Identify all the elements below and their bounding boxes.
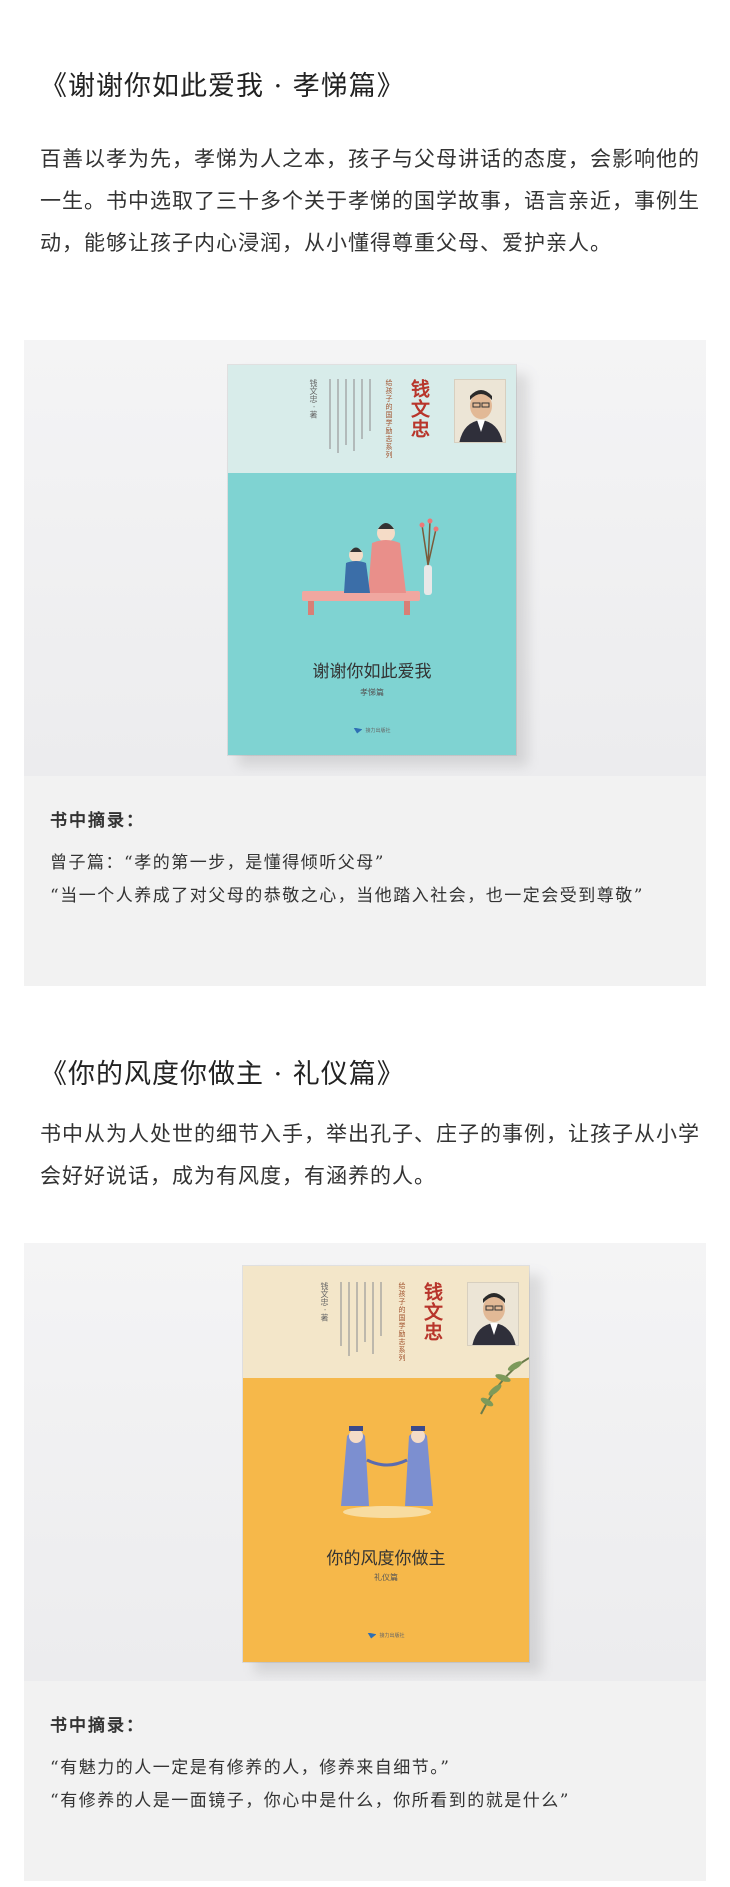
- section-1-title: 《谢谢你如此爱我 · 孝悌篇》: [40, 71, 405, 102]
- book-photo-1: 钱文忠 给孩子的国学励志系列 钱文忠 · 著: [24, 340, 706, 776]
- section-2-title: 《你的风度你做主 · 礼仪篇》: [40, 1059, 405, 1090]
- publisher-logo-icon: [367, 1632, 377, 1639]
- book-author-note: 钱文忠 · 著: [309, 379, 318, 419]
- book-author-name: 钱文忠: [408, 379, 430, 439]
- excerpt-line: “有修养的人是一面镜子，你心中是什么，你所看到的就是什么”: [50, 1791, 570, 1811]
- book-subtitle: 孝悌篇: [360, 688, 384, 697]
- excerpt-heading: 书中摘录：: [50, 811, 145, 831]
- book-publisher: 接力出版社: [228, 727, 516, 734]
- excerpt-line: “当一个人养成了对父母的恭敬之心，当他踏入社会，也一定会受到尊敬”: [50, 886, 644, 906]
- book-blurb-decoration: [324, 379, 374, 459]
- publisher-logo-icon: [353, 727, 363, 734]
- book-illustration: [341, 1426, 433, 1518]
- book-title: 你的风度你做主: [326, 1549, 446, 1569]
- book-blurb-decoration: [335, 1282, 387, 1362]
- book-branch-decoration: [480, 1357, 529, 1415]
- book-cover-2: 钱文忠 给孩子的国学励志系列 钱文忠 · 著: [242, 1265, 530, 1663]
- excerpt-line: 曾子篇：“孝的第一步，是懂得倾听父母”: [50, 853, 385, 873]
- book-illustration: [302, 518, 439, 615]
- book-photo-2: 钱文忠 给孩子的国学励志系列 钱文忠 · 著: [24, 1243, 706, 1681]
- author-portrait: [454, 379, 506, 443]
- book-author-note: 钱文忠 · 著: [320, 1282, 329, 1322]
- book-subtitle: 礼仪篇: [374, 1573, 398, 1582]
- book-publisher: 接力出版社: [243, 1632, 529, 1639]
- excerpt-box-1: 书中摘录： 曾子篇：“孝的第一步，是懂得倾听父母” “当一个人养成了对父母的恭敬…: [24, 776, 706, 986]
- book-series: 给孩子的国学励志系列: [398, 1282, 406, 1362]
- excerpt-line: “有魅力的人一定是有修养的人，修养来自细节。”: [50, 1758, 451, 1778]
- section-1-description: 百善以孝为先，孝悌为人之本，孩子与父母讲话的态度，会影响他的一生。书中选取了三十…: [40, 147, 700, 255]
- book-series: 给孩子的国学励志系列: [385, 379, 393, 459]
- book-cover-1: 钱文忠 给孩子的国学励志系列 钱文忠 · 著: [227, 364, 517, 756]
- excerpt-box-2: 书中摘录： “有魅力的人一定是有修养的人，修养来自细节。” “有修养的人是一面镜…: [24, 1681, 706, 1881]
- book-title: 谢谢你如此爱我: [312, 662, 432, 682]
- book-author-name: 钱文忠: [421, 1282, 443, 1342]
- excerpt-heading: 书中摘录：: [50, 1716, 145, 1736]
- author-portrait: [467, 1282, 519, 1346]
- section-2-description: 书中从为人处世的细节入手，举出孔子、庄子的事例，让孩子从小学会好好说话，成为有风…: [40, 1122, 700, 1188]
